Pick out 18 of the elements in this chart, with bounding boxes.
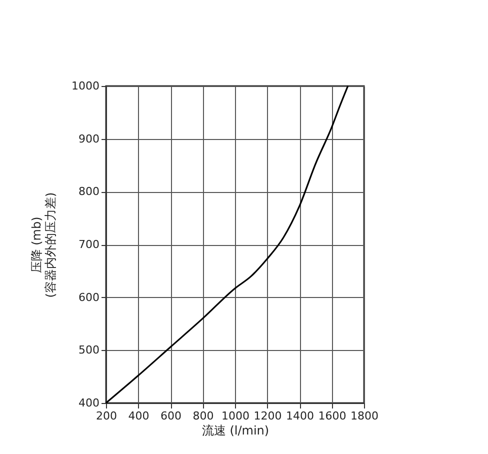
x-tick-label: 1200 [254,410,282,422]
y-tick-label: 400 [78,396,100,410]
x-tick-label: 600 [160,410,182,422]
x-tick-label: 400 [128,410,150,422]
y-tick-label: 700 [78,238,100,251]
x-tick-label: 1600 [318,410,346,422]
x-tick-label: 1800 [350,410,378,422]
y-tick-label: 900 [78,132,100,146]
x-tick-label: 1000 [222,410,250,422]
y-tick-label: 500 [78,344,100,357]
y-tick-label: 800 [78,185,100,198]
x-tick-label: 200 [96,410,117,422]
y-axis-title: 压降 (mb) (容器内外的压力差) [30,192,58,298]
x-tick-label: 800 [192,410,214,422]
x-tick-label: 1400 [286,410,314,422]
y-tick-label: 600 [78,290,100,304]
x-axis-title: 流速 (l/min) [202,424,270,438]
y-tick-label: 1000 [72,80,100,92]
